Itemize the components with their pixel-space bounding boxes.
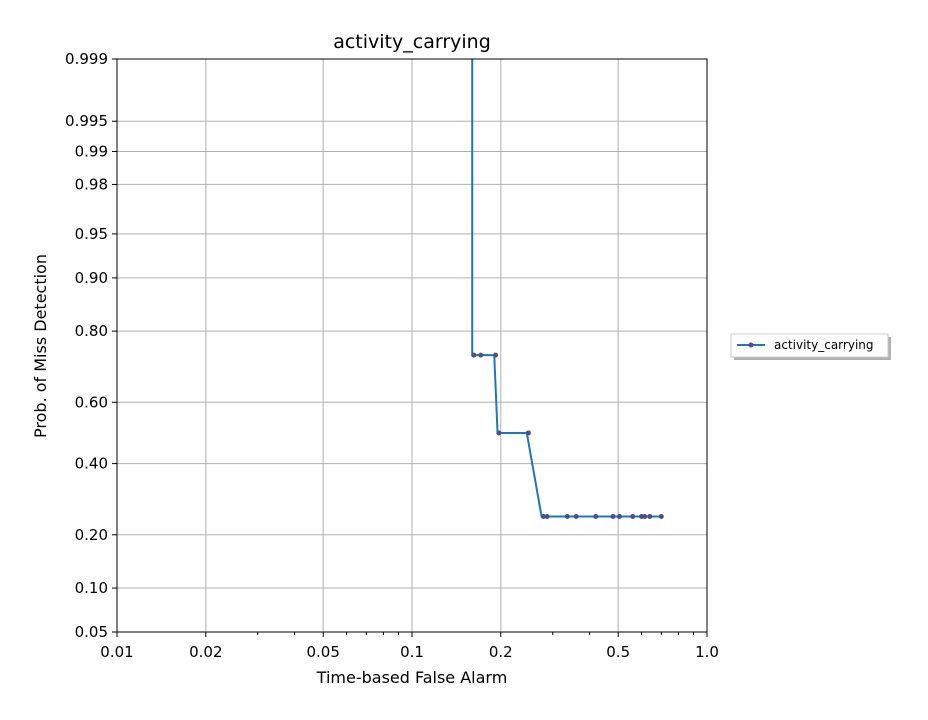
data-point <box>658 513 664 519</box>
data-point <box>616 513 622 519</box>
y-axis-label: Prob. of Miss Detection <box>31 254 50 438</box>
data-point <box>540 513 546 519</box>
chart-title: activity_carrying <box>333 31 491 53</box>
y-tick-label: 0.90 <box>75 269 108 287</box>
x-axis-label: Time-based False Alarm <box>316 668 508 687</box>
data-point <box>593 513 599 519</box>
x-tick-label: 1.0 <box>695 643 719 661</box>
y-tick-label: 0.95 <box>75 225 108 243</box>
grid <box>116 58 708 633</box>
y-tick-label: 0.995 <box>65 112 108 130</box>
data-point <box>493 352 499 358</box>
legend-marker <box>748 342 754 348</box>
data-point <box>564 513 570 519</box>
data-point <box>478 352 484 358</box>
data-point <box>647 513 653 519</box>
y-tick-label: 0.99 <box>75 142 108 160</box>
y-tick-label: 0.20 <box>75 526 108 544</box>
x-tick-label: 0.2 <box>489 643 513 661</box>
data-point <box>525 430 531 436</box>
data-point <box>544 513 550 519</box>
y-tick-label: 0.80 <box>75 322 108 340</box>
y-tick-label: 0.05 <box>75 623 108 641</box>
legend: activity_carrying <box>730 333 891 360</box>
x-tick-label: 0.5 <box>606 643 630 661</box>
x-axis: 0.01 0.02 0.05 0.1 0.2 0.5 1.0 <box>100 632 719 661</box>
x-tick-label: 0.02 <box>189 643 222 661</box>
data-point <box>642 513 648 519</box>
y-axis: 0.05 0.10 0.20 0.40 0.60 0.80 0.90 0.95 0.98 0.99… <box>65 50 117 641</box>
y-tick-label: 0.40 <box>75 455 108 473</box>
data-point <box>471 352 477 358</box>
plot-area <box>471 59 664 519</box>
legend-box <box>730 333 889 358</box>
data-point <box>573 513 579 519</box>
data-point <box>630 513 636 519</box>
y-tick-label: 0.60 <box>75 393 108 411</box>
data-point <box>496 430 502 436</box>
y-tick-label: 0.999 <box>65 50 108 68</box>
x-tick-label: 0.1 <box>400 643 424 661</box>
y-tick-label: 0.98 <box>75 175 108 193</box>
legend-label: activity_carrying <box>774 338 874 352</box>
x-tick-label: 0.05 <box>306 643 339 661</box>
data-point <box>610 513 616 519</box>
x-tick-label: 0.01 <box>100 643 133 661</box>
y-tick-label: 0.10 <box>75 579 108 597</box>
